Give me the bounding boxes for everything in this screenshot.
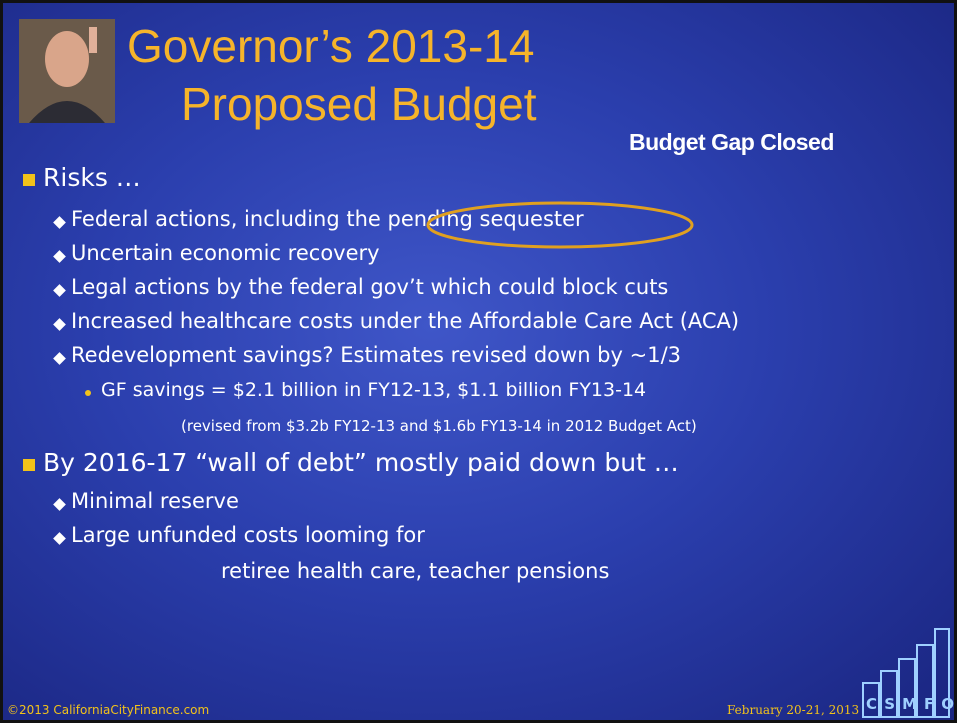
item-text: Uncertain economic recovery [71,241,380,265]
item-text: Redevelopment savings? Estimates revised… [71,343,681,367]
footer-left: ©2013 CaliforniaCityFinance.com [7,703,209,717]
highlight-ellipse [423,199,698,251]
bullet [23,174,35,186]
bullet [53,250,66,263]
subtitle: Budget Gap Closed [629,129,834,156]
bullet-text: By 2016-17 “wall of debt” mostly paid do… [43,448,679,477]
bullet [53,498,66,511]
bullet-text: Risks … [43,163,141,192]
logo-text: CSMFO [866,695,957,713]
item-text: Increased healthcare costs under the Aff… [71,309,739,333]
bullet [53,532,66,545]
note: (revised from $3.2b FY12-13 and $1.6b FY… [181,417,697,435]
item-text: Minimal reserve [71,489,239,513]
title-line1: Governor’s 2013-14 [127,19,534,73]
item-text: Large unfunded costs looming for [71,523,425,547]
slide: Governor’s 2013-14 Proposed Budget Budge… [0,0,957,723]
bullet [53,284,66,297]
bullet [53,318,66,331]
bullet [53,352,66,365]
title-line2: Proposed Budget [181,77,537,131]
bullet [53,216,66,229]
item-text: Legal actions by the federal gov’t which… [71,275,668,299]
bullet [23,459,35,471]
bullet [85,390,91,396]
footer-date: February 20-21, 2013 [727,703,859,717]
item-continuation: retiree health care, teacher pensions [221,559,609,583]
photo [19,19,115,123]
subitem-text: GF savings = $2.1 billion in FY12-13, $1… [101,379,646,401]
